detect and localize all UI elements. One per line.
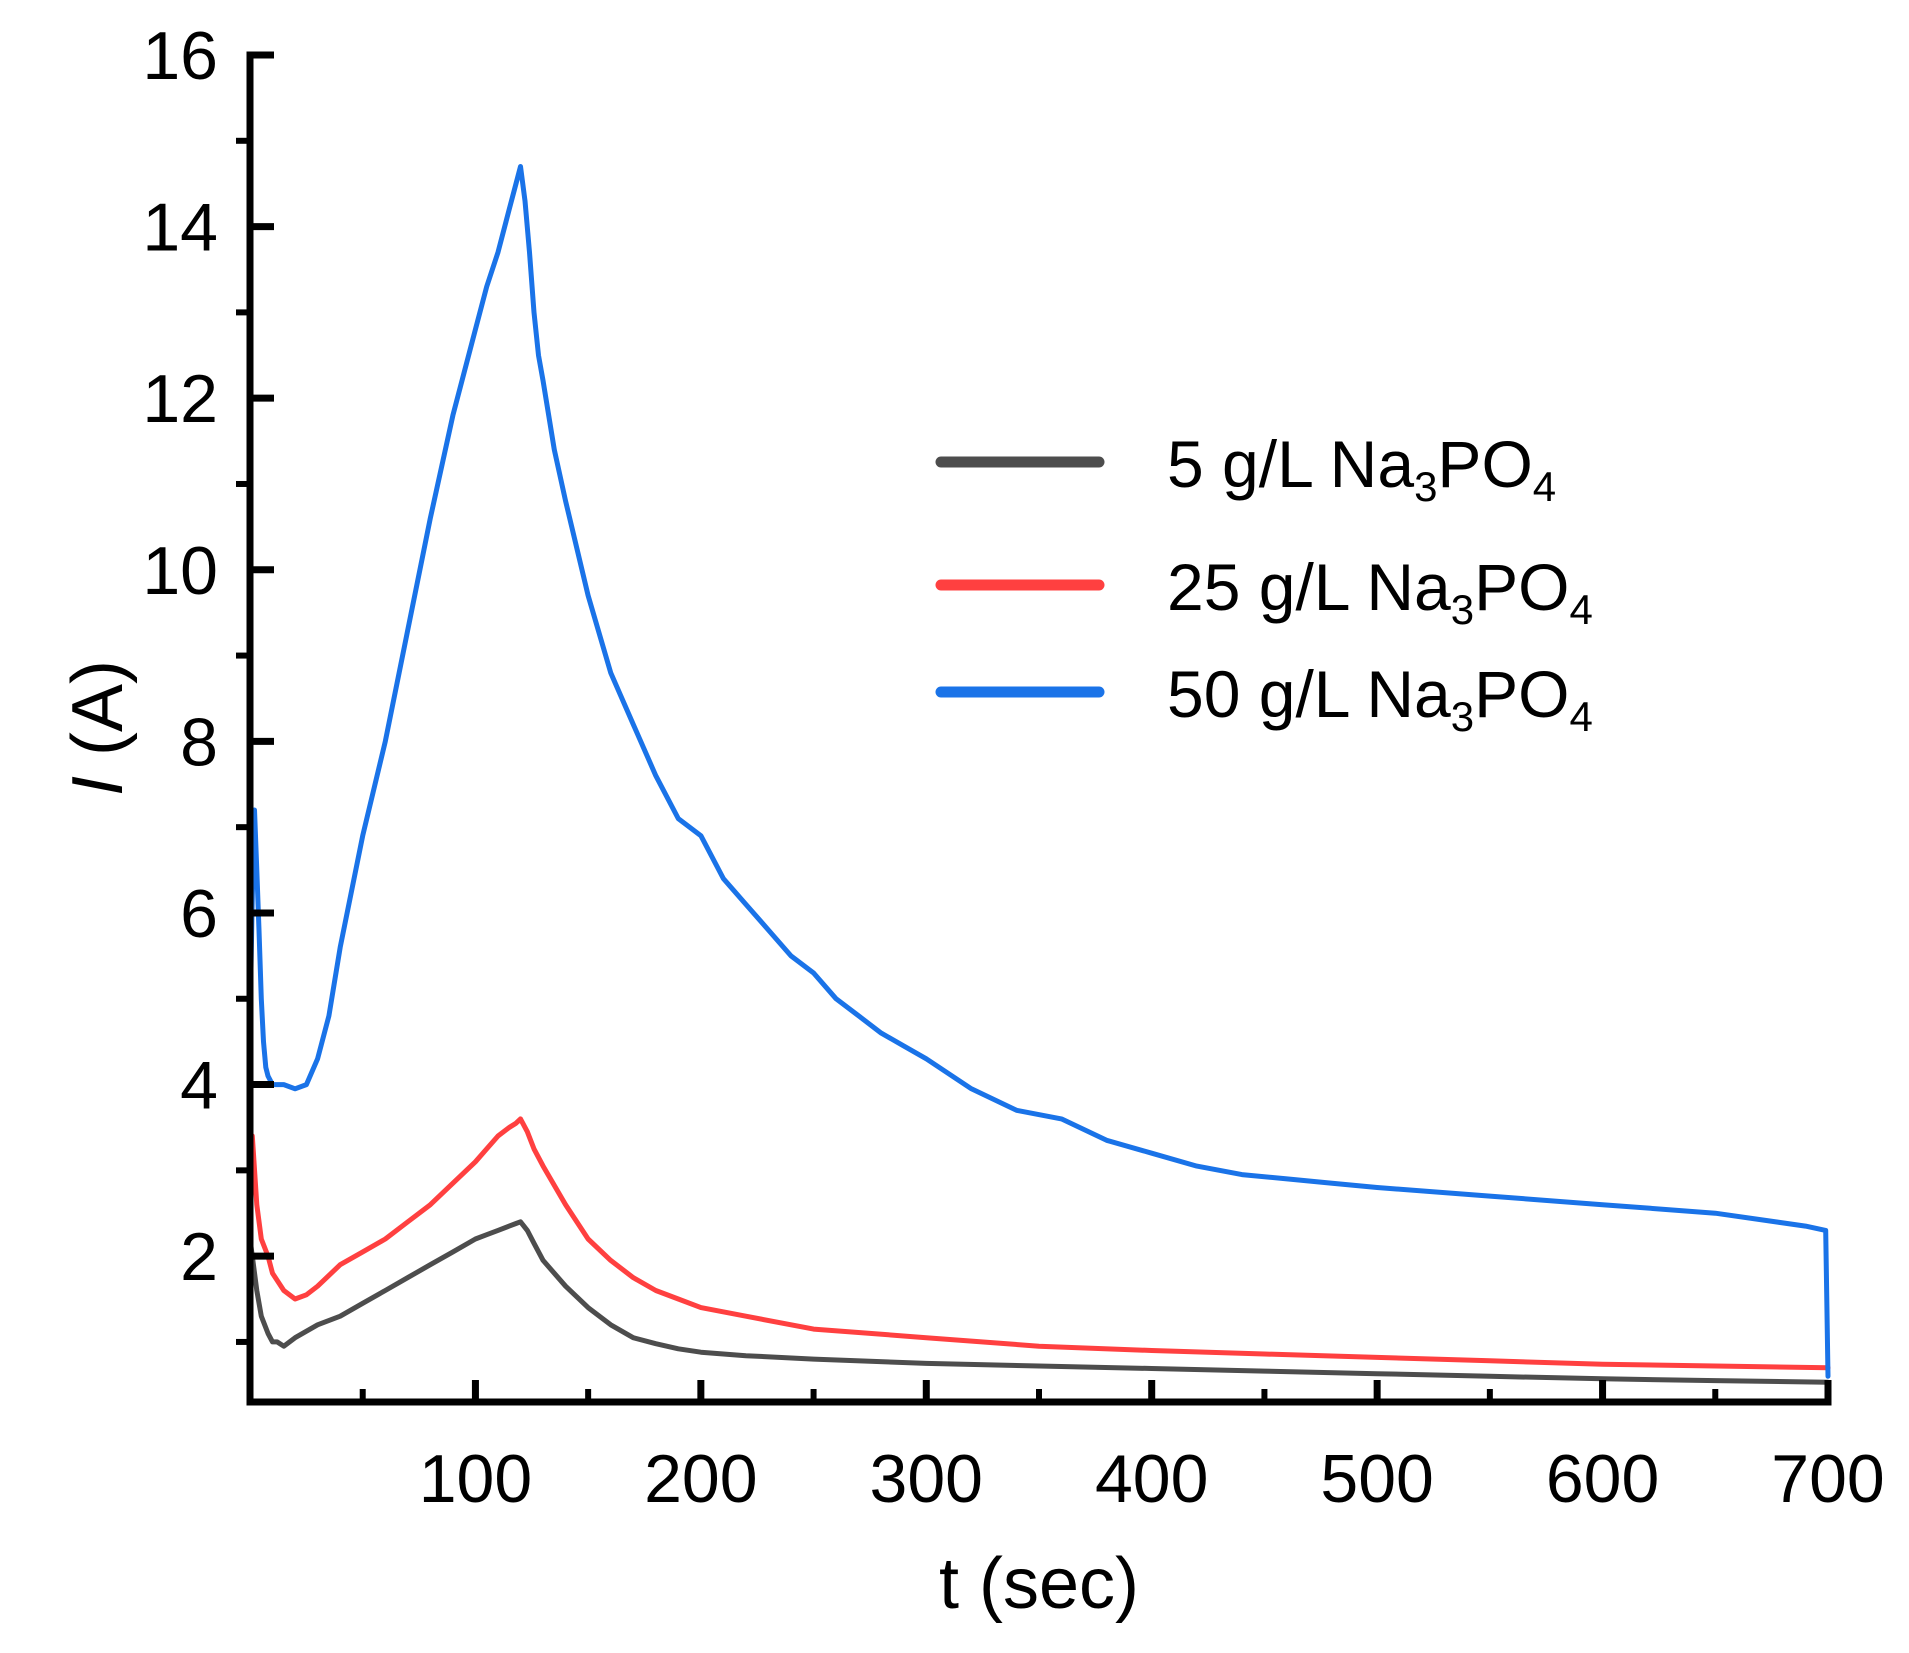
x-tick-label: 300 [870,1441,983,1517]
series-layer [247,164,1831,1385]
legend-label-main: 50 g/L Na [1167,657,1451,731]
legend-label-sub: 3 [1414,463,1437,510]
legend: 5 g/L Na3PO4 25 g/L Na3PO4 50 g/L Na3PO4 [935,427,1593,740]
series-line-3 [247,164,1831,1379]
x-tick-label: 400 [1095,1441,1208,1517]
x-axis-title: t (sec) [939,1544,1139,1624]
legend-label-sub: 4 [1569,586,1592,633]
legend-label-sub: 4 [1533,463,1556,510]
legend-label: 50 g/L Na3PO4 [1167,657,1593,740]
legend-label-main: 5 g/L Na [1167,427,1414,501]
legend-label-main: 25 g/L Na [1167,550,1451,624]
y-tick-label: 10 [142,533,218,609]
y-ticks-layer: 2 4 6 8 10 12 14 16 [142,18,274,1345]
legend-entry: 50 g/L Na3PO4 [935,657,1593,740]
legend-label: 25 g/L Na3PO4 [1167,550,1593,633]
y-tick-label: 12 [142,361,218,437]
y-tick-label: 6 [180,876,218,952]
y-tick-label: 4 [180,1048,218,1124]
x-ticks-layer: 100 200 300 400 500 600 700 [359,1380,1885,1517]
legend-label: 5 g/L Na3PO4 [1167,427,1556,510]
x-tick-label: 100 [419,1441,532,1517]
legend-label-sub: 3 [1451,693,1474,740]
series-line-1 [247,1219,1831,1385]
legend-entry: 5 g/L Na3PO4 [935,427,1556,510]
y-axis-title-unit: (A) [58,660,138,776]
x-tick-label: 500 [1320,1441,1433,1517]
y-axis-title: I (A) [58,660,138,796]
x-tick-label: 600 [1546,1441,1659,1517]
series-line-2 [247,1116,1831,1371]
legend-label-mid: PO [1437,427,1532,501]
y-axis-title-symbol: I [58,776,138,796]
y-tick-label: 8 [180,704,218,780]
legend-label-mid: PO [1474,657,1569,731]
y-tick-label: 14 [142,190,218,266]
y-tick-label: 16 [142,18,218,94]
legend-label-mid: PO [1474,550,1569,624]
legend-label-sub: 4 [1569,693,1592,740]
legend-label-sub: 3 [1451,586,1474,633]
y-tick-label: 2 [180,1219,218,1295]
legend-entry: 25 g/L Na3PO4 [935,550,1593,633]
x-tick-label: 200 [644,1441,757,1517]
x-tick-label: 700 [1771,1441,1884,1517]
